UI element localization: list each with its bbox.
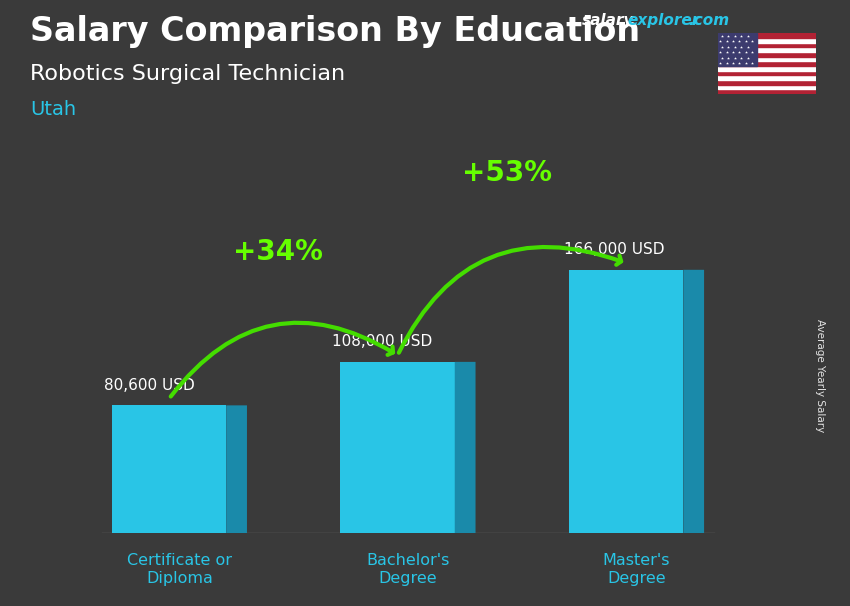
Text: Robotics Surgical Technician: Robotics Surgical Technician bbox=[30, 64, 345, 84]
Polygon shape bbox=[112, 405, 226, 533]
Text: +34%: +34% bbox=[233, 238, 323, 266]
Bar bbox=[718, 61, 816, 66]
Text: 166,000 USD: 166,000 USD bbox=[564, 242, 665, 257]
Bar bbox=[718, 89, 816, 94]
Text: Utah: Utah bbox=[30, 100, 76, 119]
Text: salary: salary bbox=[582, 13, 635, 28]
Text: +53%: +53% bbox=[462, 159, 552, 187]
Bar bbox=[718, 42, 816, 47]
Bar bbox=[718, 52, 816, 56]
Text: .com: .com bbox=[688, 13, 729, 28]
Text: Salary Comparison By Education: Salary Comparison By Education bbox=[30, 15, 640, 48]
Bar bbox=[718, 38, 816, 42]
Bar bbox=[718, 75, 816, 80]
Polygon shape bbox=[683, 270, 704, 533]
Polygon shape bbox=[569, 270, 683, 533]
Bar bbox=[718, 56, 816, 61]
Polygon shape bbox=[226, 405, 247, 533]
Polygon shape bbox=[455, 362, 475, 533]
Bar bbox=[718, 33, 816, 38]
Text: Certificate or
Diploma: Certificate or Diploma bbox=[127, 553, 232, 585]
Bar bbox=[718, 47, 816, 52]
Bar bbox=[718, 33, 757, 66]
Polygon shape bbox=[341, 362, 455, 533]
Text: explorer: explorer bbox=[627, 13, 700, 28]
Text: Master's
Degree: Master's Degree bbox=[603, 553, 671, 585]
Bar bbox=[718, 71, 816, 75]
Bar bbox=[718, 85, 816, 89]
Text: Bachelor's
Degree: Bachelor's Degree bbox=[366, 553, 450, 585]
Text: Average Yearly Salary: Average Yearly Salary bbox=[815, 319, 825, 432]
Text: 80,600 USD: 80,600 USD bbox=[104, 378, 195, 393]
Bar bbox=[718, 66, 816, 71]
Bar bbox=[718, 80, 816, 85]
Text: 108,000 USD: 108,000 USD bbox=[332, 334, 433, 349]
